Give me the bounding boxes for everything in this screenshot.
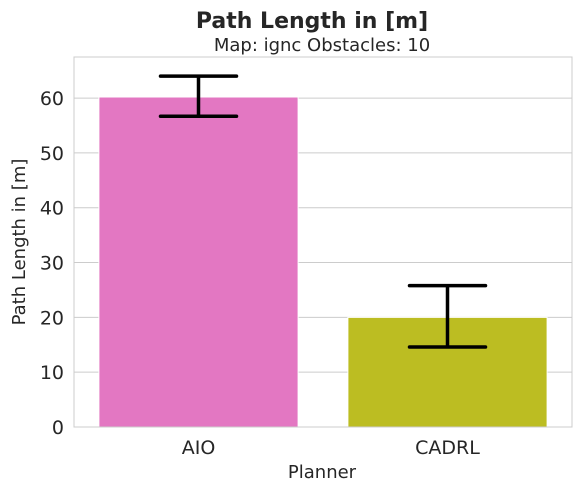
x-tick-labels: AIO CADRL <box>182 437 481 459</box>
x-axis-label: Planner <box>288 462 357 483</box>
x-tick-label: AIO <box>182 437 216 459</box>
y-tick-label: 60 <box>40 88 64 110</box>
y-tick-label: 30 <box>40 253 64 275</box>
chart-subtitle: Map: ignc Obstacles: 10 <box>214 35 430 56</box>
y-tick-label: 20 <box>40 307 64 329</box>
y-axis-label: Path Length in [m] <box>9 159 30 326</box>
error-bars <box>158 74 488 349</box>
y-tick-label: 50 <box>40 143 64 165</box>
chart-title: Path Length in [m] <box>196 9 428 34</box>
bar-aio <box>98 96 299 428</box>
y-tick-labels: 0 10 20 30 40 50 60 <box>40 88 64 439</box>
y-tick-label: 10 <box>40 362 64 384</box>
plot-frame <box>73 56 573 428</box>
bars <box>98 96 548 428</box>
y-tick-label: 40 <box>40 198 64 220</box>
y-tick-label: 0 <box>52 417 64 439</box>
x-tick-label: CADRL <box>415 437 480 459</box>
